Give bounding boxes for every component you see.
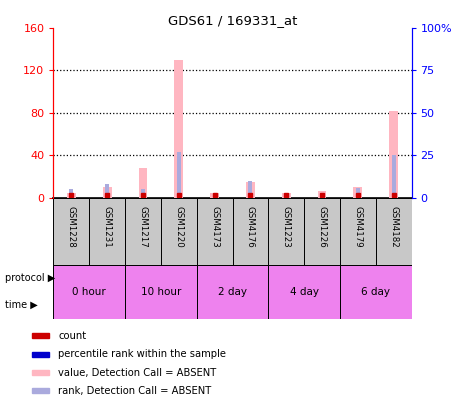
Bar (53, 265, 125, 291)
Bar (353, 187, 362, 198)
Bar (125, 265, 412, 291)
Bar (210, 193, 219, 198)
Bar (53, 265, 125, 319)
Bar (282, 193, 291, 198)
Text: GSM4179: GSM4179 (353, 206, 362, 248)
Text: normoxic: normoxic (65, 273, 113, 283)
Bar (125, 198, 161, 265)
Text: protocol ▶: protocol ▶ (5, 273, 55, 283)
Text: GSM1217: GSM1217 (139, 206, 147, 248)
Text: GSM4173: GSM4173 (210, 206, 219, 248)
Bar (248, 181, 252, 198)
Bar (320, 193, 324, 198)
Bar (268, 265, 340, 319)
Bar (246, 182, 255, 198)
Text: 4 day: 4 day (290, 287, 319, 297)
Bar (340, 198, 376, 265)
Text: rank, Detection Call = ABSENT: rank, Detection Call = ABSENT (58, 386, 212, 396)
Bar (32, 352, 49, 357)
Bar (139, 168, 147, 198)
Bar (318, 190, 326, 198)
Text: GSM4182: GSM4182 (389, 206, 398, 248)
Text: 6 day: 6 day (361, 287, 390, 297)
Bar (376, 198, 412, 265)
Bar (103, 187, 112, 198)
Text: 0 hour: 0 hour (73, 287, 106, 297)
Bar (141, 189, 145, 198)
Text: GSM1223: GSM1223 (282, 206, 291, 248)
Bar (177, 152, 181, 198)
Bar (69, 189, 73, 198)
Text: GSM4176: GSM4176 (246, 206, 255, 248)
Bar (232, 198, 268, 265)
Text: GSM1226: GSM1226 (318, 206, 326, 248)
Bar (340, 265, 412, 319)
Title: GDS61 / 169331_at: GDS61 / 169331_at (168, 13, 297, 27)
Bar (392, 155, 396, 198)
Text: value, Detection Call = ABSENT: value, Detection Call = ABSENT (58, 367, 216, 377)
Bar (197, 265, 268, 319)
Bar (197, 198, 232, 265)
Text: count: count (58, 331, 86, 341)
Bar (174, 60, 183, 198)
Text: GSM1231: GSM1231 (103, 206, 112, 248)
Bar (268, 198, 304, 265)
Bar (32, 333, 49, 339)
Text: percentile rank within the sample: percentile rank within the sample (58, 349, 226, 359)
Bar (284, 194, 288, 198)
Bar (67, 193, 76, 198)
Text: GSM1220: GSM1220 (174, 206, 183, 248)
Bar (356, 188, 360, 198)
Bar (53, 198, 89, 265)
Bar (32, 388, 49, 394)
Bar (389, 111, 398, 198)
Text: hypoxic: hypoxic (248, 273, 288, 283)
Text: time ▶: time ▶ (5, 300, 37, 310)
Bar (304, 198, 340, 265)
Bar (105, 185, 109, 198)
Bar (125, 265, 197, 319)
Text: 2 day: 2 day (218, 287, 247, 297)
Bar (32, 370, 49, 375)
Text: GSM1228: GSM1228 (67, 206, 76, 248)
Text: 10 hour: 10 hour (141, 287, 181, 297)
Bar (161, 198, 197, 265)
Bar (89, 198, 125, 265)
Bar (213, 193, 217, 198)
